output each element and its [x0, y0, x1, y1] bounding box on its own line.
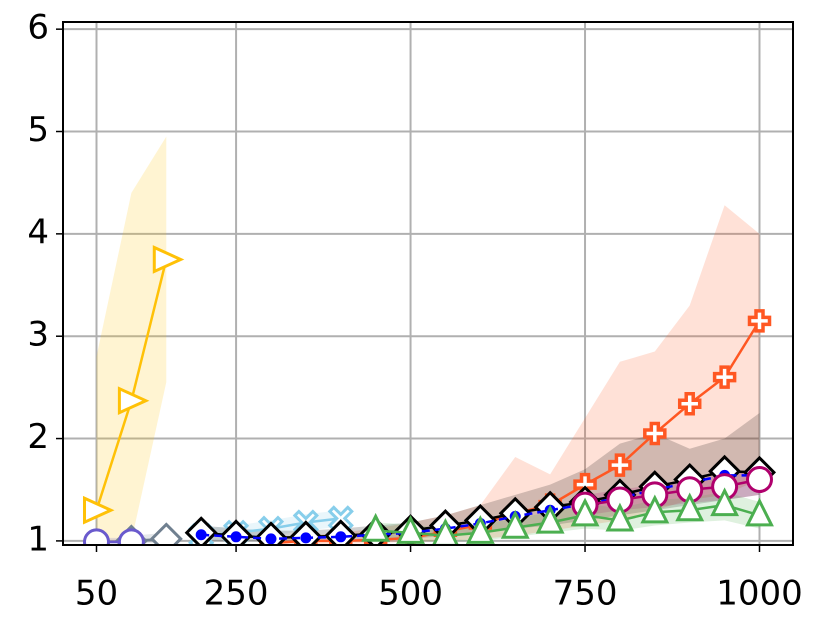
y-tick-label: 5 — [27, 110, 49, 150]
marker — [83, 528, 110, 545]
marker — [535, 504, 565, 534]
y-tick-label: 4 — [27, 212, 49, 252]
marker — [608, 453, 632, 477]
marker — [500, 509, 530, 539]
marker — [117, 386, 150, 416]
marker — [152, 245, 185, 274]
confidence-band — [96, 136, 167, 541]
marker — [677, 392, 702, 416]
plot — [82, 136, 777, 545]
marker — [230, 531, 242, 543]
marker — [745, 497, 774, 527]
marker — [149, 522, 183, 545]
y-tick-label: 2 — [27, 417, 49, 457]
marker — [431, 518, 459, 545]
marker — [747, 309, 772, 333]
marker — [712, 365, 737, 389]
marker — [195, 529, 207, 541]
marker — [465, 514, 495, 544]
y-tick-label: 1 — [27, 519, 49, 559]
marker — [361, 512, 391, 542]
x-tick-label: 250 — [204, 574, 269, 614]
marker — [643, 421, 667, 446]
marker — [605, 502, 635, 532]
y-tick-label: 6 — [27, 8, 49, 48]
marker — [82, 495, 115, 525]
marker — [570, 497, 600, 527]
marker — [396, 514, 425, 544]
marker — [265, 533, 277, 545]
x-tick-label: 50 — [75, 574, 118, 614]
marker — [327, 505, 354, 532]
plot-frame — [62, 21, 794, 546]
y-tick-label: 3 — [27, 315, 49, 355]
marker — [710, 487, 740, 517]
marker — [117, 528, 145, 545]
marker — [675, 492, 705, 522]
marker — [746, 465, 774, 493]
x-tick-label: 500 — [378, 574, 443, 614]
x-tick-label: 750 — [553, 574, 618, 614]
marker — [300, 532, 312, 544]
marker — [640, 494, 670, 524]
confidence-band — [270, 205, 760, 544]
marker — [335, 531, 347, 543]
x-tick-label: 1000 — [716, 574, 803, 614]
